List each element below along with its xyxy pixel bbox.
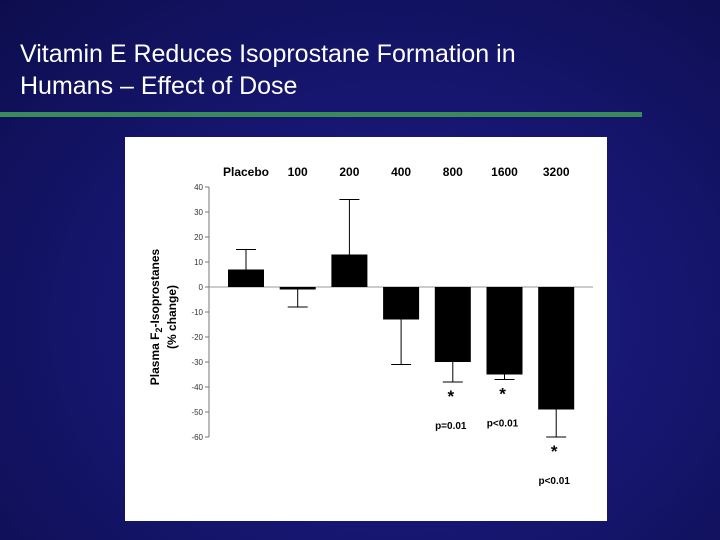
y-tick-label: 40 xyxy=(194,183,203,192)
title-divider xyxy=(0,112,642,117)
p-value-label: p<0.01 xyxy=(487,419,519,430)
y-tick-label: -20 xyxy=(191,333,203,342)
slide-title-line-2: Humans – Effect of Dose xyxy=(20,72,298,100)
slide-title-line-1: Vitamin E Reduces Isoprostane Formation … xyxy=(20,40,516,68)
bar xyxy=(279,287,316,290)
y-tick-label: 30 xyxy=(194,208,203,217)
category-label: 400 xyxy=(391,165,411,179)
chart-figure: Plasma F2-Isoprostanes (% change) 40 30 20… xyxy=(125,137,607,521)
significance-marker: * xyxy=(499,385,506,404)
category-label: 1600 xyxy=(491,165,518,179)
category-label: 200 xyxy=(339,165,359,179)
bar xyxy=(538,287,575,410)
y-tick-label: -10 xyxy=(191,308,203,317)
bar xyxy=(331,254,368,287)
y-tick-label: 10 xyxy=(194,258,203,267)
bar xyxy=(486,287,523,375)
significance-marker: * xyxy=(447,387,454,406)
category-label: 800 xyxy=(443,165,463,179)
significance-marker: * xyxy=(551,442,558,461)
y-tick-label: -30 xyxy=(191,358,203,367)
y-tick-label: -40 xyxy=(191,383,203,392)
y-axis-title: Plasma F2-Isoprostanes (% change) xyxy=(148,248,179,385)
y-tick-label: -60 xyxy=(191,433,203,442)
category-label: 3200 xyxy=(543,165,570,179)
category-label: 100 xyxy=(288,165,308,179)
y-tick-label: -50 xyxy=(191,408,203,417)
slide-title: Vitamin E Reduces Isoprostane Formation … xyxy=(20,38,640,102)
bar xyxy=(434,287,471,362)
category-label: Placebo xyxy=(223,165,269,179)
y-tick-label: 20 xyxy=(194,233,203,242)
bar-chart: Plasma F2-Isoprostanes (% change) 40 30 20… xyxy=(148,165,593,487)
p-value-label: p<0.01 xyxy=(538,476,570,487)
y-axis-label-line-1: Plasma F2-Isoprostanes xyxy=(148,248,164,385)
p-value-label: p=0.01 xyxy=(435,421,467,432)
y-axis-label-line-2: (% change) xyxy=(165,285,179,349)
bar xyxy=(383,287,420,320)
y-tick-label: 0 xyxy=(199,283,204,292)
bar xyxy=(228,269,264,287)
